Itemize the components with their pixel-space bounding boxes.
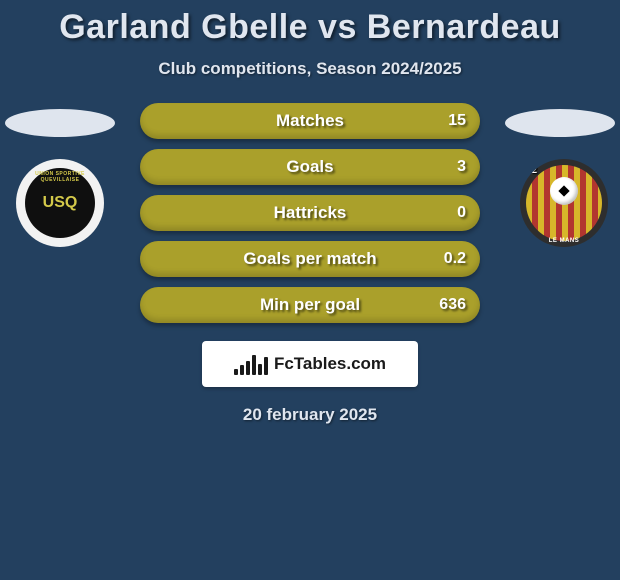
- stat-bar: Min per goal 636: [140, 287, 480, 323]
- stat-value: 3: [457, 158, 466, 176]
- stat-label: Goals: [286, 157, 333, 177]
- soccer-ball-icon: [550, 177, 578, 205]
- stat-label: Matches: [276, 111, 344, 131]
- date-label: 20 february 2025: [0, 405, 620, 425]
- brand-bar-6: [264, 357, 268, 375]
- stat-label: Min per goal: [260, 295, 360, 315]
- brand-chart-icon: [234, 353, 268, 375]
- stat-value: 636: [439, 296, 466, 314]
- stat-bar: Hattricks 0: [140, 195, 480, 231]
- stat-bars: Matches 15 Goals 3 Hattricks 0 Goals per…: [140, 103, 480, 323]
- left-club-inner: UNION SPORTIVE QUEVILLAISE USQ: [25, 168, 95, 238]
- left-ellipse: [5, 109, 115, 137]
- stat-value: 15: [448, 112, 466, 130]
- page-title: Garland Gbelle vs Bernardeau: [0, 0, 620, 47]
- left-club-mark: USQ: [43, 195, 78, 211]
- stat-label: Goals per match: [243, 249, 376, 269]
- right-club-badge: 72 LE MANS: [520, 159, 608, 247]
- brand-bar-5: [258, 364, 262, 375]
- brand-bar-4: [252, 355, 256, 375]
- comparison-card: Garland Gbelle vs Bernardeau Club compet…: [0, 0, 620, 580]
- stats-stage: UNION SPORTIVE QUEVILLAISE USQ 72 LE MAN…: [0, 103, 620, 425]
- subtitle: Club competitions, Season 2024/2025: [0, 59, 620, 79]
- brand-bar-3: [246, 361, 250, 375]
- stat-bar: Goals per match 0.2: [140, 241, 480, 277]
- stat-value: 0.2: [444, 250, 466, 268]
- left-club-top-text: UNION SPORTIVE QUEVILLAISE: [25, 171, 95, 183]
- stat-bar: Matches 15: [140, 103, 480, 139]
- brand-bar-2: [240, 365, 244, 375]
- right-ellipse: [505, 109, 615, 137]
- right-club-bottom-text: LE MANS: [520, 238, 608, 244]
- right-club-corner: 72: [526, 165, 537, 176]
- left-club-badge: UNION SPORTIVE QUEVILLAISE USQ: [16, 159, 104, 247]
- brand-bar-1: [234, 369, 238, 375]
- brand-box: FcTables.com: [202, 341, 418, 387]
- stat-bar: Goals 3: [140, 149, 480, 185]
- stat-value: 0: [457, 204, 466, 222]
- brand-text: FcTables.com: [274, 354, 386, 374]
- stat-label: Hattricks: [274, 203, 347, 223]
